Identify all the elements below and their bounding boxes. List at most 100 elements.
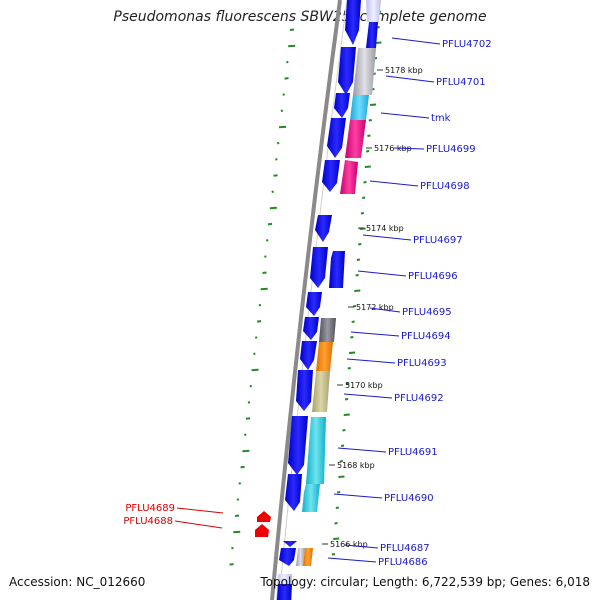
label-connector (337, 447, 387, 453)
gene-track-forward (276, 0, 361, 600)
gc-skew-dash (245, 417, 251, 420)
gc-skew-dash (354, 289, 361, 292)
kbp-tick-label: 5172 kbp (356, 303, 394, 312)
gc-skew-dash (282, 93, 285, 96)
gc-skew-dash (254, 336, 258, 339)
gc-skew-dash (265, 239, 269, 242)
kbp-tick-label: 5166 kbp (330, 540, 368, 549)
label-connector (174, 520, 223, 529)
gene-label[interactable]: PFLU4693 (397, 358, 447, 369)
gene-arrow-pflu4688 (255, 524, 269, 537)
kbp-tick-label: 5176 kbp (374, 144, 412, 153)
gc-skew-dash (275, 158, 278, 161)
label-connector (346, 358, 396, 364)
gc-skew-dash (234, 514, 240, 517)
gc-skew-dash (356, 258, 361, 261)
genome-summary-text: Topology: circular; Length: 6,722,539 bp… (260, 575, 590, 589)
gene-arrow (310, 247, 328, 288)
gene-arrow (300, 341, 317, 370)
gene-label[interactable]: PFLU4694 (401, 331, 451, 342)
gene-label[interactable]: PFLU4698 (420, 181, 470, 192)
gene-label[interactable]: PFLU4697 (413, 235, 463, 246)
gene-label[interactable]: PFLU4692 (394, 393, 444, 404)
label-connector (343, 393, 393, 399)
gc-skew-dash (240, 465, 245, 469)
gene-arrow (283, 541, 297, 547)
gc-skew-dash (276, 141, 280, 145)
gene-arrow (316, 342, 333, 371)
label-connector (369, 307, 401, 313)
map-title: Pseudomonas fluorescens SBW25, complete … (113, 9, 487, 25)
gene-arrow (327, 118, 346, 158)
gc-skew-dash (284, 77, 289, 80)
label-connector (380, 112, 430, 119)
gene-label[interactable]: PFLU4688 (123, 516, 173, 527)
gene-arrow (312, 371, 330, 412)
label-connector (385, 75, 435, 83)
kbp-tick-group: 5178 kbp 5176 kbp 5174 kbp 5172 kbp 5170 kbp… (322, 66, 423, 549)
gene-arrow-pflu4689 (257, 511, 271, 522)
gc-skew-dash (368, 119, 372, 122)
gc-skew-dash (249, 384, 252, 388)
label-connector (327, 557, 377, 563)
gene-label[interactable]: PFLU4690 (384, 493, 434, 504)
gene-arrow (306, 417, 326, 484)
label-connector (350, 331, 400, 337)
gene-arrow (329, 251, 345, 288)
gene-arrow (334, 93, 350, 118)
gc-skew-dash (229, 563, 234, 566)
gc-skew-dash (338, 475, 345, 478)
gc-skew-dash (367, 134, 371, 137)
gene-label[interactable]: PFLU4696 (408, 271, 458, 282)
gene-arrow (306, 292, 322, 316)
gene-label[interactable]: PFLU4689 (125, 503, 175, 514)
gc-skew-dash (233, 530, 241, 534)
gc-skew-dash (340, 444, 345, 447)
gene-label[interactable]: PFLU4691 (388, 447, 438, 458)
gc-skew-dash (350, 336, 354, 339)
label-connector (357, 270, 407, 277)
gc-skew-dash (258, 303, 262, 307)
gc-skew-dash (273, 174, 278, 177)
gc-skew-dash (331, 553, 336, 556)
accession-text: Accession: NC_012660 (9, 575, 146, 589)
gc-skew-dash (238, 482, 241, 485)
gc-skew-dash (262, 271, 267, 274)
gc-skew-dash (358, 243, 362, 246)
gene-label[interactable]: PFLU4686 (378, 557, 428, 568)
gc-skew-dash (364, 165, 371, 168)
gc-skew-dash (256, 320, 262, 323)
label-connector (333, 493, 383, 499)
gene-arrow (279, 548, 296, 566)
gc-skew-dash (362, 196, 366, 199)
gc-skew-dash (335, 506, 340, 509)
gene-label[interactable]: PFLU4701 (436, 77, 486, 88)
gene-label[interactable]: PFLU4702 (442, 39, 492, 50)
kbp-tick-label: 5178 kbp (385, 66, 423, 75)
gc-skew-dash (242, 449, 250, 453)
label-connector (369, 180, 419, 187)
gene-arrow (319, 318, 336, 342)
gc-skew-dash (342, 429, 346, 432)
gene-label[interactable]: PFLU4687 (380, 543, 430, 554)
gene-label[interactable]: tmk (431, 113, 451, 124)
gc-skew-dash (267, 222, 273, 226)
gene-arrow (345, 0, 361, 45)
gene-label[interactable]: PFLU4695 (402, 307, 452, 318)
gene-arrow (345, 120, 366, 158)
label-connector (393, 147, 425, 150)
gc-skew-dash (347, 367, 351, 370)
gc-skew-dash (251, 368, 259, 372)
gene-label[interactable]: PFLU4699 (426, 144, 476, 155)
gene-arrow (302, 484, 320, 512)
gene-arrow (285, 474, 302, 511)
label-connector (362, 234, 412, 241)
gc-skew-dash (280, 109, 284, 112)
gene-arrow (296, 370, 313, 411)
gene-arrow (366, 0, 381, 22)
gene-arrow (350, 95, 369, 120)
gc-skew-dash (348, 351, 356, 354)
gc-skew-dash (343, 413, 350, 416)
